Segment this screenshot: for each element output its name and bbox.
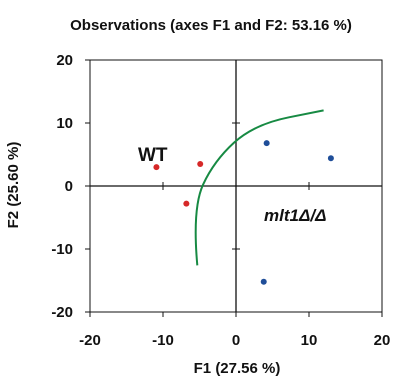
- group-separator-curve: [194, 109, 324, 266]
- y-tick-label: -20: [51, 304, 73, 321]
- x-tick-label: 20: [374, 332, 391, 349]
- plot-area: -20 -10 0 10 20 20 10 0 -10 -20 WT mlt1Δ/Δ: [51, 52, 390, 349]
- x-tick-label: 10: [301, 332, 318, 349]
- chart-title: Observations (axes F1 and F2: 53.16 %): [70, 17, 352, 34]
- y-axis-label: F2 (25.60 %): [5, 142, 22, 229]
- x-tick-label: -20: [79, 332, 101, 349]
- wt-label: WT: [138, 145, 168, 166]
- y-tick-label: 10: [56, 115, 73, 132]
- mutant-point-3: [260, 278, 267, 285]
- y-tick-label: -10: [51, 241, 73, 258]
- x-tick-label: -10: [152, 332, 174, 349]
- y-tick-label: 0: [65, 178, 73, 195]
- x-axis-label: F1 (27.56 %): [194, 360, 281, 377]
- mutant-label: mlt1Δ/Δ: [264, 206, 327, 225]
- y-tick-label: 20: [56, 52, 73, 69]
- mutant-point-2: [327, 155, 334, 162]
- wt-point-2: [197, 160, 204, 167]
- mutant-point-1: [263, 140, 270, 147]
- x-tick-label: 0: [232, 332, 240, 349]
- wt-point-3: [183, 200, 190, 207]
- wt-point-1: [153, 164, 160, 171]
